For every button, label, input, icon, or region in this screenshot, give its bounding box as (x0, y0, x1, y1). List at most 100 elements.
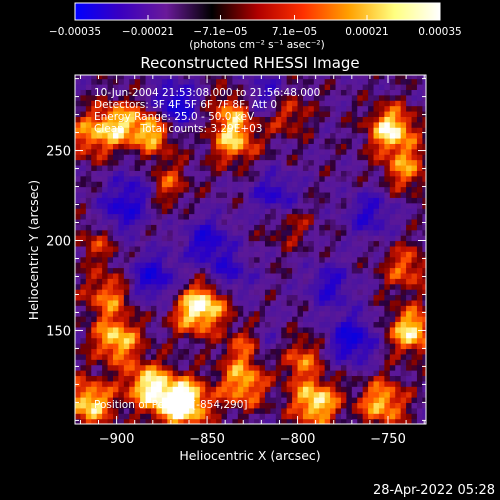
heatmap-cell (259, 105, 266, 112)
heatmap-cell (150, 305, 158, 312)
heatmap-cell (368, 181, 375, 188)
heatmap-cell (172, 105, 179, 112)
heatmap-cell (330, 229, 337, 236)
heatmap-cell (140, 407, 147, 414)
heatmap-cell (340, 289, 347, 296)
heatmap-cell (259, 116, 266, 123)
heatmap-cell (286, 407, 293, 414)
heatmap-cell (188, 213, 196, 220)
heatmap-cell (362, 94, 369, 101)
heatmap-cell (85, 208, 92, 215)
heatmap-cell (362, 310, 369, 317)
heatmap-cell (281, 110, 288, 117)
heatmap-cell (150, 326, 158, 333)
heatmap-cell (378, 164, 385, 171)
heatmap-cell (216, 256, 223, 263)
heatmap-cell (368, 256, 375, 263)
heatmap-cell (80, 218, 87, 225)
heatmap-cell (422, 224, 426, 231)
heatmap-cell (389, 326, 396, 333)
heatmap-cell (389, 245, 396, 252)
heatmap-cell (330, 370, 337, 377)
heatmap-cell (91, 375, 98, 382)
heatmap-cell (145, 240, 152, 247)
heatmap-cell (123, 326, 130, 333)
heatmap-cell (335, 305, 342, 312)
heatmap-cell (183, 407, 190, 414)
heatmap-cell (199, 148, 206, 155)
heatmap-cell (183, 240, 190, 247)
heatmap-cell (422, 186, 426, 193)
heatmap-cell (389, 208, 396, 215)
heatmap-cell (302, 407, 309, 414)
heatmap-cell (96, 202, 103, 209)
heatmap-cell (351, 181, 358, 188)
heatmap-cell (292, 321, 299, 328)
heatmap-cell (232, 380, 239, 387)
heatmap-cell (297, 164, 304, 171)
heatmap-cell (172, 348, 179, 355)
heatmap-cell (161, 94, 168, 101)
heatmap-cell (270, 375, 277, 382)
heatmap-cell (264, 94, 271, 101)
heatmap-cell (362, 256, 369, 263)
heatmap-cell (216, 299, 223, 306)
heatmap-cell (259, 175, 266, 182)
heatmap-cell (172, 353, 179, 360)
heatmap-cell (378, 375, 385, 382)
heatmap-cell (243, 148, 250, 155)
heatmap-cell (346, 272, 353, 279)
heatmap-cell (373, 175, 380, 182)
heatmap-cell (308, 294, 315, 301)
heatmap-cell (210, 251, 217, 258)
heatmap-cell (226, 202, 234, 209)
heatmap-cell (292, 202, 299, 209)
heatmap-cell (178, 202, 185, 209)
heatmap-cell (422, 272, 426, 279)
heatmap-cell (264, 364, 271, 371)
heatmap-cell (297, 245, 304, 252)
heatmap-cell (378, 262, 385, 269)
heatmap-cell (221, 170, 228, 177)
heatmap-cell (395, 418, 402, 424)
heatmap-cell (281, 94, 288, 101)
heatmap-cell (199, 386, 206, 393)
heatmap-cell (205, 148, 212, 155)
heatmap-cell (313, 321, 320, 328)
heatmap-cell (140, 402, 147, 409)
heatmap-cell (91, 256, 98, 263)
heatmap-cell (275, 332, 282, 339)
heatmap-cell (286, 343, 293, 350)
heatmap-cell (351, 294, 358, 301)
heatmap-cell (281, 175, 288, 182)
heatmap-cell (194, 127, 201, 134)
heatmap-cell (351, 143, 358, 150)
heatmap-cell (308, 321, 315, 328)
heatmap-cell (400, 148, 407, 155)
heatmap-cell (248, 110, 255, 117)
heatmap-cell (406, 229, 413, 236)
heatmap-cell (134, 75, 141, 80)
heatmap-cell (205, 208, 212, 215)
heatmap-cell (368, 353, 375, 360)
heatmap-cell (357, 110, 364, 117)
heatmap-cell (112, 283, 120, 290)
heatmap-cell (237, 326, 244, 333)
heatmap-cell (308, 94, 315, 101)
heatmap-cell (183, 154, 190, 161)
heatmap-cell (357, 143, 364, 150)
heatmap-cell (91, 370, 98, 377)
heatmap-cell (264, 229, 271, 236)
heatmap-cell (216, 397, 223, 404)
heatmap-cell (340, 391, 347, 398)
heatmap-cell (384, 407, 391, 414)
heatmap-cell (346, 353, 353, 360)
heatmap-cell (178, 191, 185, 198)
heatmap-cell (319, 343, 326, 350)
heatmap-cell (324, 83, 331, 90)
heatmap-cell (346, 94, 353, 101)
heatmap-cell (210, 289, 217, 296)
heatmap-cell (264, 116, 271, 123)
heatmap-cell (102, 305, 109, 312)
heatmap-cell (264, 272, 271, 279)
